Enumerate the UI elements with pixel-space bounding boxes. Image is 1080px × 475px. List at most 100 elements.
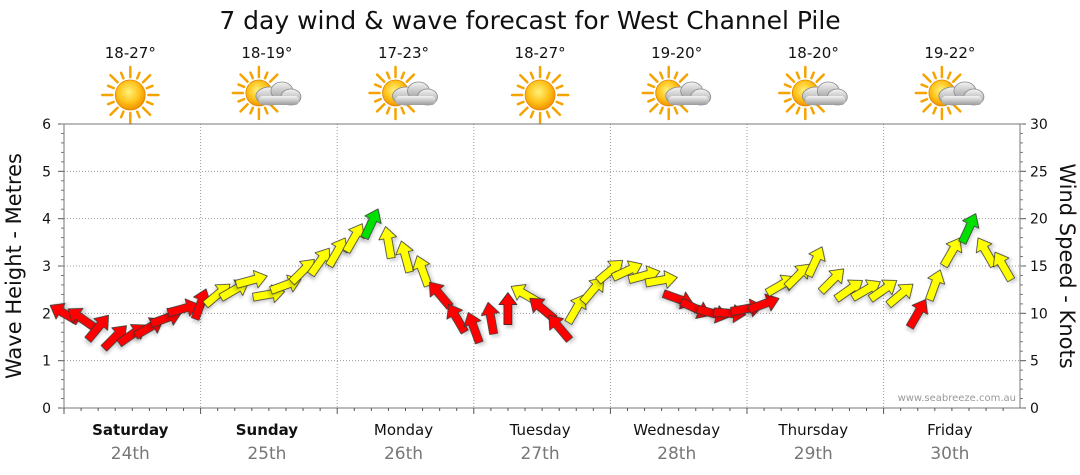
left-tick-label: 0 — [42, 401, 51, 417]
right-tick-label: 25 — [1030, 164, 1048, 180]
wind-arrow — [378, 226, 397, 260]
sunny-icon — [101, 65, 160, 125]
sun-ray — [673, 71, 679, 80]
sun-ray — [785, 73, 796, 83]
right-tick-label: 20 — [1030, 212, 1048, 228]
sun-ray — [237, 97, 246, 103]
sun-ray — [516, 100, 525, 106]
wind-arrow — [992, 251, 1015, 283]
sun-ray — [141, 106, 152, 117]
cloud — [392, 81, 438, 106]
sun-ray — [373, 97, 382, 103]
sun-ray — [922, 103, 932, 113]
sun-ray — [922, 73, 932, 83]
sun-ray — [815, 103, 825, 113]
partly-cloudy-icon — [914, 65, 985, 121]
sun-ray — [268, 73, 279, 83]
sun-ray — [649, 103, 659, 113]
cloud — [255, 81, 302, 106]
x-axis: Saturday 24th Sunday 25th Monday 26th Tuesday 2… — [63, 408, 1004, 464]
sun-ray — [545, 71, 551, 80]
sun-ray — [249, 71, 255, 80]
chart-title: 7 day wind & wave forecast for West Chan… — [219, 6, 840, 35]
date-label: 25th — [247, 444, 286, 464]
date-label: 28th — [657, 444, 696, 464]
sun-ray — [119, 71, 125, 80]
sun-ray — [920, 83, 929, 89]
date-label: 30th — [930, 444, 969, 464]
day-label: Saturday — [92, 421, 169, 439]
right-axis-title: Wind Speed - Knots — [1055, 163, 1079, 368]
sun-disc — [114, 79, 146, 111]
left-tick-label: 2 — [42, 306, 51, 322]
wind-arrow — [644, 270, 678, 289]
weather-row: 18-27° 18-19° 17-23° 18-27° 19-20° 18-20° 19-2… — [101, 44, 985, 125]
day-label: Monday — [374, 421, 433, 439]
sun-ray — [932, 106, 938, 115]
wind-arrow — [925, 269, 946, 302]
day-label: Friday — [927, 421, 973, 439]
sun-ray — [795, 71, 801, 80]
left-axis: 0 1 2 3 4 5 6 — [42, 117, 64, 417]
temperature-label: 17-23° — [378, 44, 429, 62]
sun-ray — [932, 71, 938, 80]
sun-ray — [375, 103, 386, 113]
wind-arrow — [498, 292, 518, 326]
cloud-base — [805, 96, 846, 105]
cloud-base — [941, 96, 982, 105]
partly-cloudy-icon — [641, 65, 712, 121]
sun-ray — [647, 83, 656, 89]
wind-arrow — [463, 312, 484, 345]
wind-arrows — [49, 208, 1015, 352]
sun-ray — [920, 97, 929, 103]
sun-ray — [551, 73, 562, 84]
left-tick-label: 5 — [42, 164, 51, 180]
wind-arrow — [446, 303, 469, 335]
sun-ray — [106, 84, 115, 90]
wind-arrow — [940, 237, 963, 269]
wind-arrow — [885, 283, 914, 309]
wind-arrow — [548, 314, 573, 343]
left-tick-label: 3 — [42, 259, 51, 275]
sun-ray — [810, 71, 815, 80]
temperature-label: 18-27° — [515, 44, 566, 62]
sun-disc — [524, 79, 556, 111]
sun-ray — [239, 73, 249, 83]
sun-ray — [647, 97, 656, 103]
wind-arrow — [395, 240, 414, 274]
sun-ray — [519, 73, 529, 84]
watermark: www.seabreeze.com.au — [898, 393, 1016, 404]
date-label: 29th — [794, 444, 833, 464]
wind-arrow — [234, 270, 268, 289]
sun-ray — [109, 73, 119, 84]
right-tick-label: 0 — [1030, 401, 1039, 417]
sun-ray — [119, 110, 125, 119]
sun-ray — [678, 103, 689, 113]
sun-ray — [946, 71, 952, 80]
day-label: Wednesday — [633, 421, 720, 439]
wind-arrow — [867, 279, 898, 303]
cloud — [938, 81, 985, 106]
sun-ray — [145, 100, 154, 106]
sun-ray — [135, 110, 141, 119]
sun-ray — [795, 106, 801, 115]
day-label: Sunday — [236, 421, 299, 439]
wind-arrow — [958, 213, 980, 245]
cloud-base — [258, 96, 299, 105]
sun-ray — [529, 110, 535, 119]
sun-ray — [545, 110, 551, 119]
cloud-base — [395, 96, 436, 105]
wind-arrow — [342, 223, 365, 254]
wind-arrow — [360, 208, 382, 240]
wind-arrow — [747, 293, 780, 314]
temperature-label: 18-27° — [105, 44, 156, 62]
sun-ray — [783, 97, 792, 103]
sun-ray — [946, 106, 952, 115]
wind-arrow — [783, 263, 810, 291]
wind-arrow — [579, 277, 604, 305]
sun-ray — [135, 71, 141, 80]
temperature-label: 19-22° — [924, 44, 975, 62]
sun-ray — [673, 106, 679, 115]
sun-ray — [109, 106, 119, 117]
